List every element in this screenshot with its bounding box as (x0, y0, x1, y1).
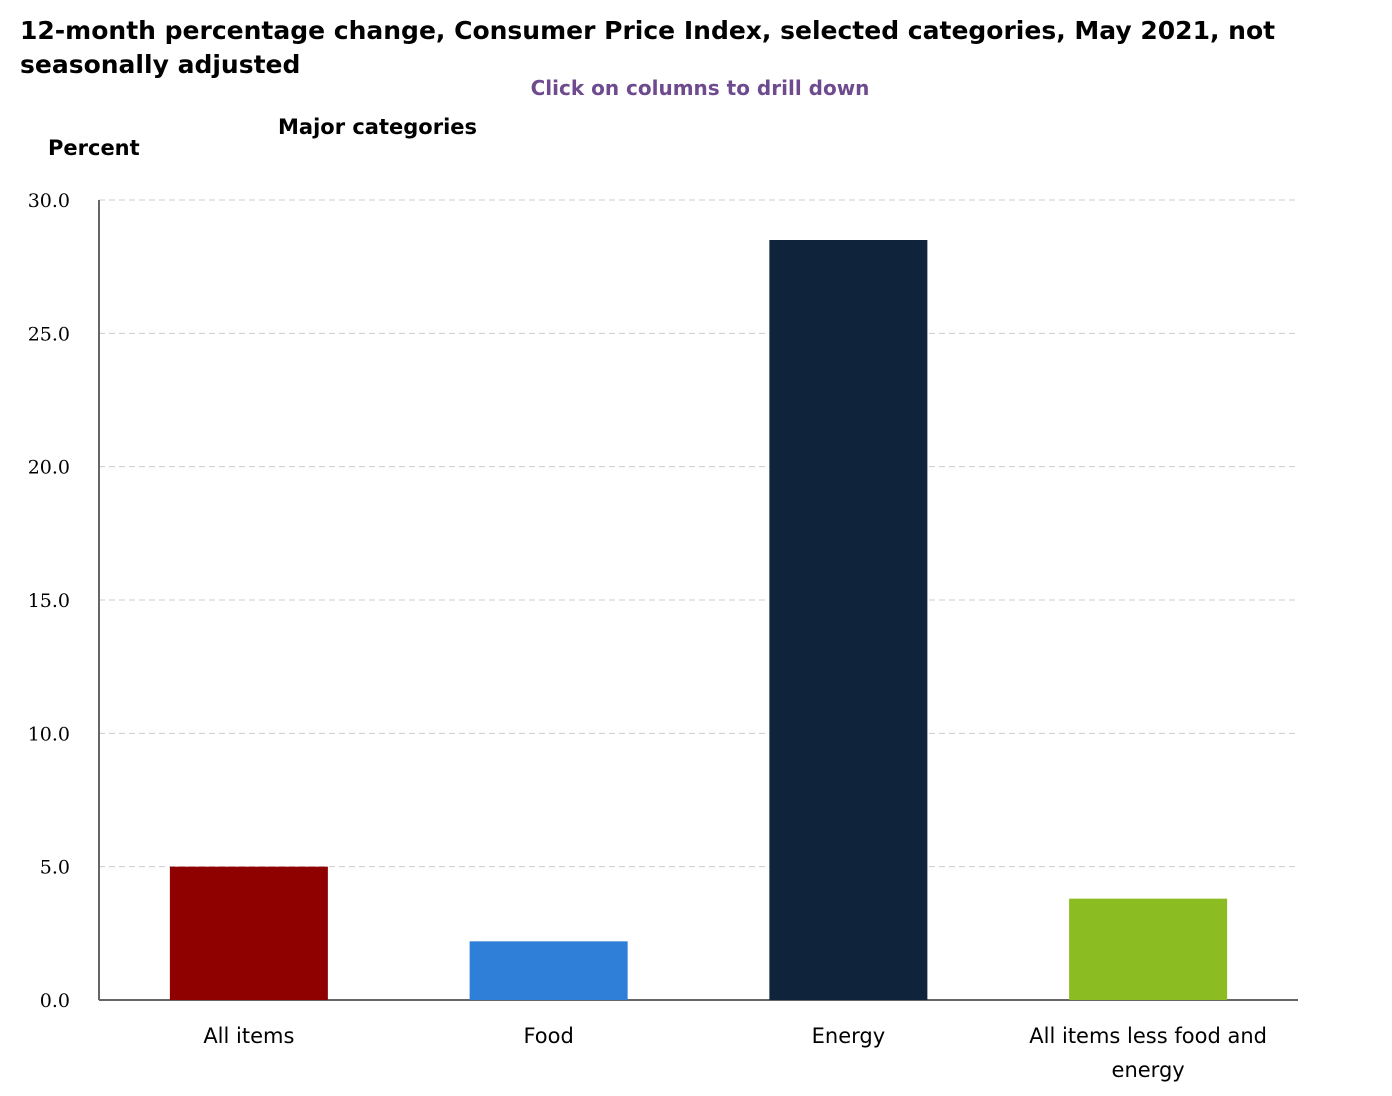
chart-title: 12-month percentage change, Consumer Pri… (20, 16, 1276, 79)
x-tick-label: energy (1112, 1058, 1185, 1082)
drill-down-hint: Click on columns to drill down (530, 76, 870, 100)
y-tick-label: 0.0 (40, 990, 70, 1012)
bar-all-items[interactable] (169, 866, 328, 1000)
bar-all-items-less-food-and-energy[interactable] (1069, 898, 1228, 1000)
chart-subtitle: Major categories (278, 115, 478, 139)
x-tick-label: All items less food and (1029, 1024, 1267, 1048)
x-tick-label: Energy (812, 1024, 886, 1048)
y-tick-label: 5.0 (40, 857, 70, 879)
y-tick-label: 15.0 (28, 590, 70, 612)
y-tick-label: 30.0 (28, 190, 70, 212)
y-tick-label: 10.0 (28, 723, 70, 745)
y-tick-label: 20.0 (28, 457, 70, 479)
bar-energy[interactable] (769, 240, 928, 1000)
x-tick-label: Food (523, 1024, 573, 1048)
y-axis-label: Percent (48, 136, 140, 160)
bar-food[interactable] (469, 941, 628, 1000)
y-tick-label: 25.0 (28, 323, 70, 345)
x-tick-label: All items (203, 1024, 294, 1048)
